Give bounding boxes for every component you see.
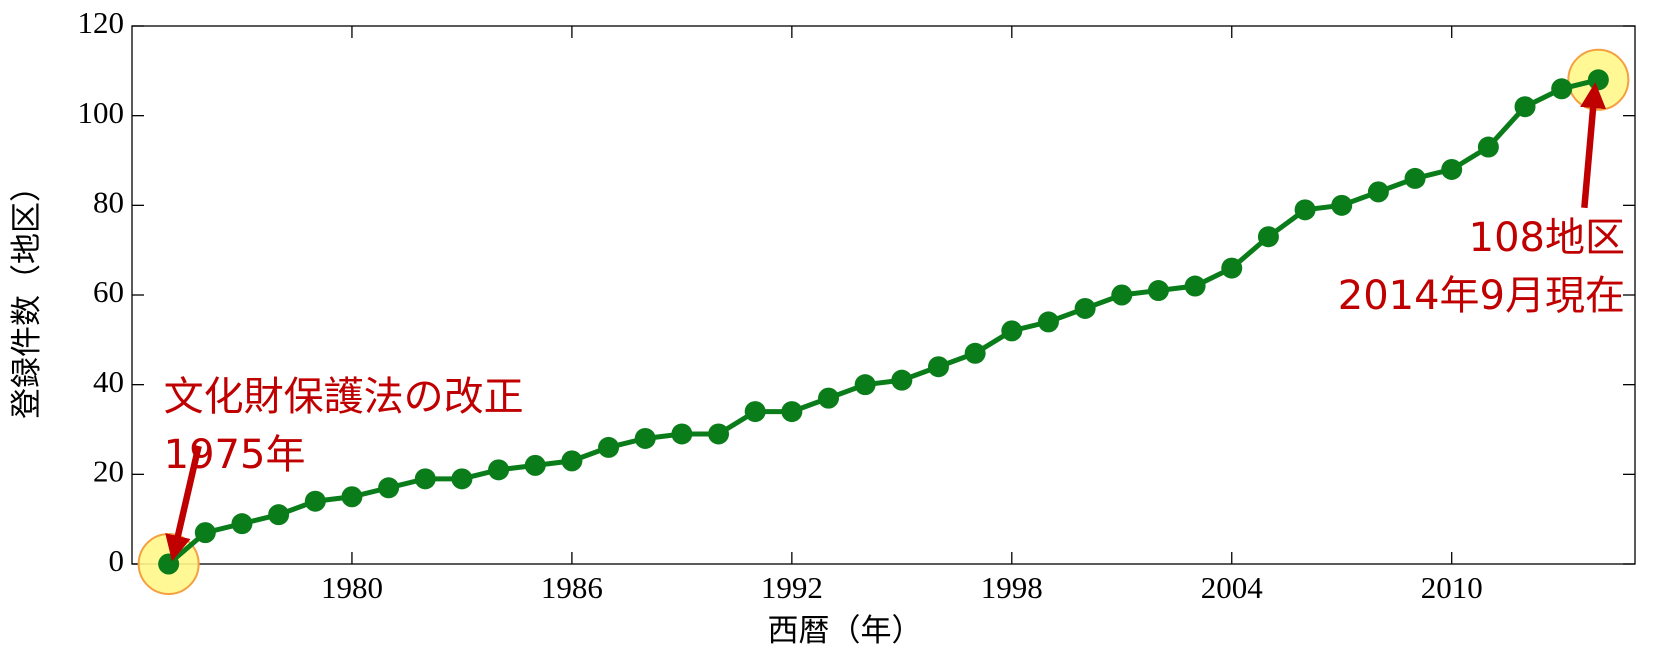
data-point [1331,194,1353,216]
data-point [1074,297,1096,319]
data-point [561,450,583,472]
data-point [341,486,363,508]
data-point [451,468,473,490]
y-tick-label: 80 [93,184,124,219]
x-tick-label: 1986 [541,570,603,605]
annotation-text: 1975年 [164,432,306,478]
data-point [598,436,620,458]
data-point [1001,320,1023,342]
data-point [268,504,290,526]
y-tick-label: 120 [78,5,125,40]
data-point [1587,69,1609,91]
y-tick-label: 40 [93,364,124,399]
data-point [818,387,840,409]
data-point [1441,158,1463,180]
series-line [167,77,1599,566]
data-point [744,401,766,423]
data-point [378,477,400,499]
data-point [1551,78,1573,100]
data-point [927,356,949,378]
data-point [1184,275,1206,297]
annotation-text: 2014年9月現在 [1338,273,1625,319]
data-point [964,342,986,364]
x-tick-label: 1998 [981,570,1043,605]
data-point [158,553,180,575]
data-point [671,423,693,445]
data-point [1111,284,1133,306]
data-point [891,369,913,391]
data-point [1147,280,1169,302]
x-tick-label: 1980 [321,570,383,605]
data-point [1477,136,1499,158]
annotation-arrow [165,445,202,562]
data-point [781,401,803,423]
y-tick-label: 100 [78,95,125,130]
annotation-text: 108地区 [1469,215,1625,261]
data-point [1404,167,1426,189]
x-tick-label: 1992 [761,570,823,605]
y-tick-label: 60 [93,274,124,309]
data-point [414,468,436,490]
x-tick-label: 2010 [1421,570,1483,605]
annotation-text: 文化財保護法の改正 [164,374,524,420]
data-point [488,459,510,481]
data-point [1367,181,1389,203]
data-point [231,513,253,535]
y-tick-label: 0 [109,543,125,578]
x-tick-label: 2004 [1201,570,1264,605]
data-point [1257,226,1279,248]
y-axis-label: 登録件数（地区） [9,171,44,419]
annotation-arrow [1580,82,1607,209]
data-point [304,490,326,512]
data-point [524,454,546,476]
data-point [634,427,656,449]
data-point [1037,311,1059,333]
data-point [1514,96,1536,118]
x-axis-label: 西暦（年） [768,613,923,648]
data-point [1221,257,1243,279]
data-point [708,423,730,445]
data-point [1294,199,1316,221]
y-tick-label: 20 [93,453,124,488]
data-point [194,522,216,544]
data-point [854,374,876,396]
